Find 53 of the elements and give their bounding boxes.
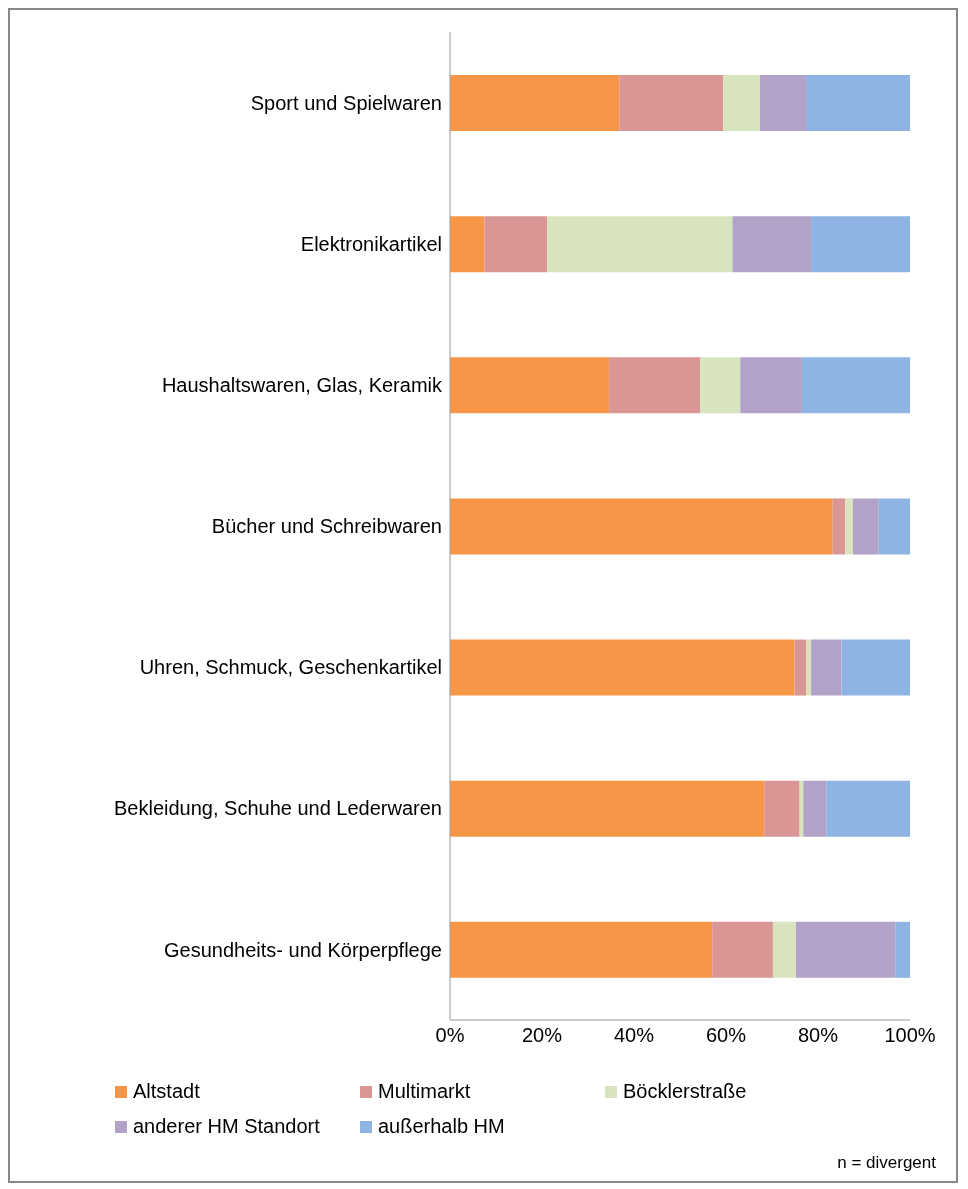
bar (841, 639, 910, 696)
bar (484, 216, 548, 273)
bar (826, 780, 910, 837)
y-tick-label: Sport und Spielwaren (250, 91, 442, 114)
bar (811, 216, 910, 273)
bar (794, 639, 807, 696)
bar (806, 75, 910, 131)
bar (878, 498, 910, 555)
x-tick-label: 100% (884, 1024, 936, 1047)
x-tick-label: 60% (705, 1024, 747, 1047)
bar (450, 639, 795, 696)
y-tick-label: Haushaltswaren, Glas, Keramik (161, 373, 443, 396)
bar (700, 357, 741, 414)
y-tick-label: Elektronikartikel (300, 232, 442, 255)
bar (609, 357, 701, 414)
legend-label: außerhalb HM (378, 1115, 505, 1138)
bar (772, 921, 796, 978)
bar (450, 921, 713, 978)
bar (801, 357, 910, 414)
y-tick-label: Gesundheits- und Körperpflege (164, 938, 442, 961)
x-tick-label: 80% (797, 1024, 839, 1047)
y-tick-label: Bücher und Schreibwaren (211, 515, 442, 538)
bar (852, 498, 879, 555)
y-tick-label: Bekleidung, Schuhe und Lederwaren (113, 797, 442, 820)
bar (760, 75, 807, 131)
bar (450, 780, 765, 837)
legend-label: anderer HM Standort (133, 1115, 320, 1138)
bar (811, 639, 842, 696)
legend-label: Multimarkt (378, 1080, 471, 1103)
bar (803, 780, 827, 837)
legend-label: Altstadt (133, 1080, 200, 1103)
legend-label: Böcklerstraße (623, 1080, 747, 1103)
bar (712, 921, 773, 978)
bar (845, 498, 853, 555)
bar (547, 216, 733, 273)
bar (450, 498, 833, 555)
bar (795, 921, 896, 978)
bar (732, 216, 812, 273)
bar (764, 780, 800, 837)
y-tick-label: Uhren, Schmuck, Geschenkartikel (139, 656, 442, 679)
bar (450, 216, 485, 273)
bar (450, 75, 620, 131)
bar (832, 498, 846, 555)
bar (740, 357, 802, 414)
bar (806, 639, 812, 696)
x-tick-label: 0% (435, 1024, 465, 1047)
bar (619, 75, 724, 131)
bar (450, 357, 610, 414)
bar (895, 921, 910, 978)
x-tick-label: 40% (613, 1024, 655, 1047)
bar (723, 75, 761, 131)
x-tick-label: 20% (521, 1024, 563, 1047)
text: n = divergent (837, 1153, 936, 1173)
